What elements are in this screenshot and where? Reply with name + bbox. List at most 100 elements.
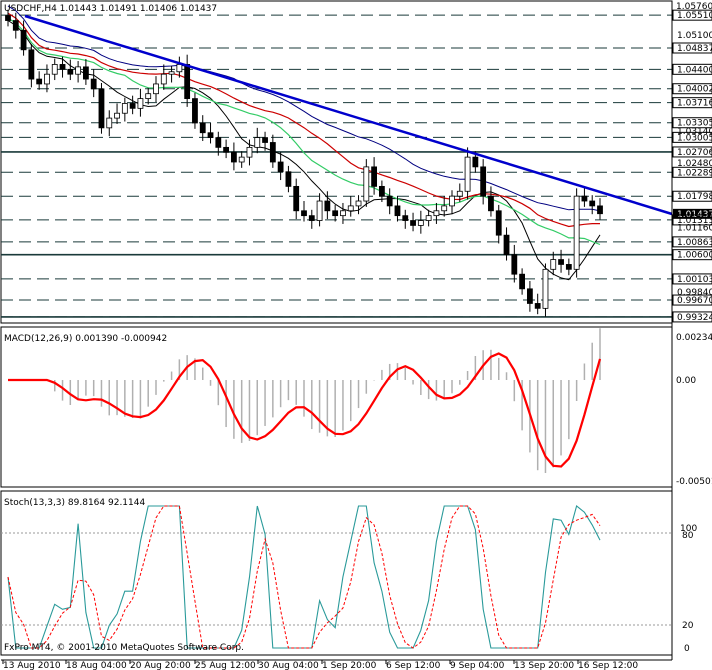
price-label: 1.05100 [677,31,712,41]
price-label: 1.02706 [677,148,712,158]
candle [340,202,346,224]
price-level-box [672,214,712,226]
candle [199,115,206,142]
price-label: 1.01160 [677,223,712,233]
macd-axis-zero: 0.00 [676,376,696,386]
candle [137,88,144,117]
candle [207,122,214,144]
price-label: 1.03005 [677,133,712,143]
candle [75,61,82,83]
candle [519,268,526,295]
candle [511,244,518,283]
price-level-box [672,236,712,248]
candle [526,281,533,312]
price-label: 1.00600 [677,251,712,261]
candle [456,183,463,202]
time-label: 20 Aug 20:00 [130,661,191,670]
macd-axis-top: 0.00234 [676,333,712,343]
price-label: 0.99670 [677,296,712,306]
trendline[interactable] [24,14,673,216]
time-label: 16 Sep 12:00 [578,661,638,670]
candle [425,209,432,227]
candle [433,202,440,224]
price-top-label: 1.05760 [676,2,712,12]
candle [410,212,416,232]
stoch-axis-100: 100 [680,524,697,534]
candle [28,43,35,88]
candle [51,58,58,81]
macd-signal-line [8,352,602,468]
candle [129,95,136,115]
candle [324,191,331,220]
candle [246,139,253,166]
candle [449,190,455,215]
price-level-box [672,146,712,158]
candle [215,131,222,156]
candle [378,180,385,202]
candle [160,64,167,90]
candle [293,178,300,220]
time-label: 18 Aug 04:00 [66,661,127,670]
symbol-info: USDCHF,H4 1.01443 1.01491 1.01406 1.0143… [4,4,217,14]
candle [98,82,105,134]
ma-red-line [7,12,600,228]
price-level-box [672,131,712,143]
candle [67,59,74,81]
candle [238,151,245,168]
stoch-signal-line [7,505,601,649]
price-level-box [672,63,712,75]
price-level-box [672,249,712,261]
candle [168,65,175,83]
price-level-box [672,311,712,323]
horizontal-levels [1,14,672,318]
price-label: 1.01313 [677,216,712,226]
current-price-box [673,208,712,219]
price-label: 1.04002 [677,85,712,95]
price-label: 0.99840 [677,288,712,298]
candle [347,196,354,217]
stoch-axis-0: 0 [684,644,690,654]
price-level-box [672,9,712,21]
candle [153,76,159,102]
price-label: 1.03716 [677,99,712,109]
stoch-panel[interactable]: Stoch(13,3,3) 89.8164 92.1144 100 80 20 … [0,490,697,656]
price-label: 1.04400 [677,65,712,75]
price-label: 1.03305 [677,119,712,129]
candle [534,293,541,315]
candle [277,152,284,181]
candle [145,87,152,105]
macd-histogram [53,328,601,473]
price-level-box [672,166,712,178]
candle [36,71,43,90]
price-axis[interactable]: 1.05760 1.05510 1.05100 1.04837 1.04400 1.04… [671,1,712,660]
candle [82,59,89,85]
candle [114,103,120,124]
candle [59,56,66,78]
candle [230,142,237,171]
candle [394,196,401,222]
candle [386,188,393,215]
price-level-box [672,42,712,54]
ma-fast-line [7,20,601,281]
time-axis[interactable]: 13 Aug 2010 18 Aug 04:00 20 Aug 20:00 25 Au… [1,659,672,670]
macd-axis-bottom: -0.00501 [676,477,712,487]
candle [464,147,471,200]
price-level-box [672,117,712,129]
candle [254,127,261,154]
candle [363,159,370,207]
candle [503,227,510,261]
candle [495,204,502,244]
candle [106,110,113,137]
candle [121,97,128,122]
candle [285,165,292,193]
candle [269,134,276,168]
stoch-axis-20: 20 [682,621,694,631]
candle [550,251,557,276]
candle [90,69,97,98]
price-panel[interactable]: USDCHF,H4 1.01443 1.01491 1.01406 1.0143… [0,0,673,324]
time-label: 13 Aug 2010 [3,661,61,670]
price-level-box [672,294,712,306]
macd-panel[interactable]: MACD(12,26,9) 0.001390 -0.000942 0.00234… [0,326,712,488]
candle [597,198,603,220]
